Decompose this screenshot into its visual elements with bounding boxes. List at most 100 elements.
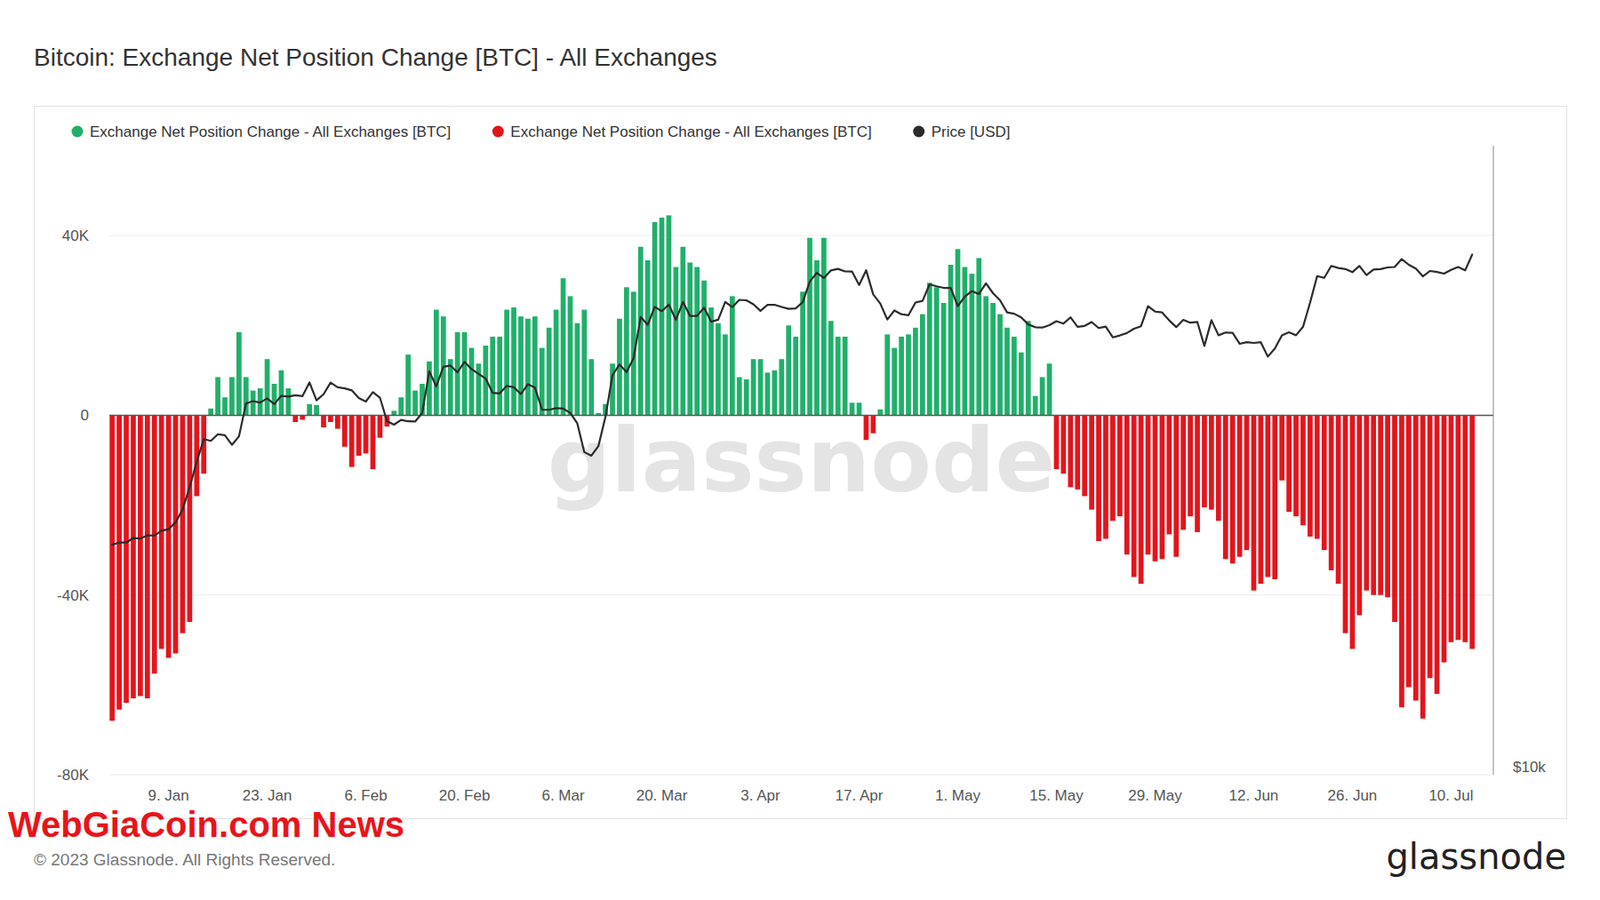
bar [708,307,714,416]
bar [1427,415,1433,679]
banner: WebGiaCoin.com News [8,805,405,845]
bar [680,247,686,416]
legend-marker [72,126,84,138]
x-tick-label: 17. Apr [835,787,884,805]
bar [1011,336,1017,416]
bar [1399,415,1405,708]
bar [1187,415,1193,517]
x-tick-label: 3. Apr [740,787,781,805]
bar [1061,415,1067,474]
bar [729,296,736,416]
bar [997,314,1003,416]
bar [370,415,376,470]
bar [792,336,799,416]
bar [476,363,482,416]
bar [927,282,933,416]
bar [426,361,432,416]
bar [166,415,172,658]
x-tick-label: 9. Jan [147,787,189,805]
bar [180,415,186,633]
bar [1328,415,1335,570]
bar [116,415,122,710]
bar [320,415,327,428]
bar [898,336,904,416]
x-tick-label: 6. Mar [541,787,585,805]
bar [560,278,567,416]
bar [983,296,989,416]
bar [1264,415,1271,577]
bar [1279,415,1285,480]
bar [990,303,996,416]
y-tick-label: -40K [56,587,90,605]
bar [1314,415,1320,539]
bar [1018,352,1024,416]
bar [173,415,179,654]
y2-tick-label: $10k [1512,759,1546,776]
bar [575,323,581,416]
bar [736,376,743,416]
bar [1244,415,1250,551]
bar [455,332,461,416]
bar [130,415,136,699]
x-tick-label: 1. May [935,787,982,805]
bar [1103,415,1109,539]
bar [1067,415,1073,488]
bar [342,415,348,447]
bar [215,376,221,416]
bar [1293,415,1299,517]
bar [968,273,975,416]
x-tick-label: 26. Jun [1328,787,1378,805]
bar [1223,415,1229,560]
bar [489,336,496,416]
bar [137,415,144,696]
bar [1047,363,1053,416]
bar [1110,415,1116,521]
bar [701,280,707,416]
bar [849,402,856,416]
bar [1406,415,1412,688]
bar [864,415,870,440]
bar [553,310,560,416]
bar [1088,415,1095,510]
grid-line [109,775,1494,776]
bar [581,310,587,416]
bar [1384,415,1391,598]
y-tick-label: 40K [62,227,90,245]
bar [785,325,792,416]
bar [1054,415,1060,470]
bar [306,404,312,416]
bar [1307,415,1313,537]
bar [405,354,411,416]
card [34,106,1568,820]
chart: Bitcoin: Exchange Net Position Change [B… [0,0,1600,900]
title: Bitcoin: Exchange Net Position Change [B… [33,43,718,72]
bar [412,391,418,416]
bar [1300,415,1306,526]
bar [292,415,298,423]
bar [1343,415,1349,633]
bar [236,332,242,416]
legend-marker [492,126,504,138]
bar [807,238,813,416]
bar [920,314,926,416]
bar [264,359,271,416]
x-tick-label: 12. Jun [1229,787,1280,805]
bar [1370,415,1376,595]
copyright: © 2023 Glassnode. All Rights Reserved. [33,850,336,870]
legend-label: Price [USD] [931,123,1011,141]
bar [229,376,235,416]
bar [1096,415,1102,542]
bar [722,334,728,416]
bar [1160,415,1166,560]
bar [1357,415,1363,616]
bar [814,260,820,416]
bar [250,391,256,416]
bar [659,217,665,416]
x-tick-label: 20. Feb [439,787,491,805]
bar [525,319,531,416]
bar [462,332,468,416]
bar [828,320,834,416]
bar [673,267,680,416]
bar [546,328,552,416]
x-tick-label: 29. May [1128,787,1183,805]
